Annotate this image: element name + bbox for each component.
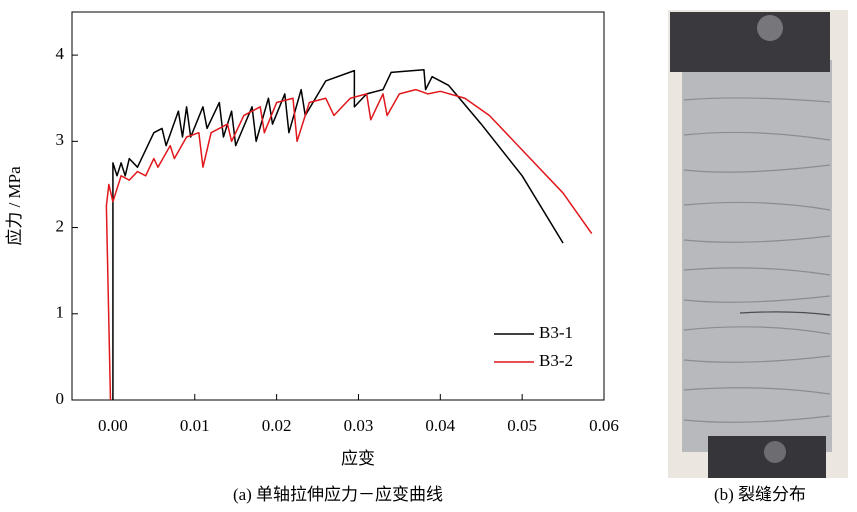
x-tick-label: 0.02 <box>262 416 292 435</box>
y-tick-label: 3 <box>56 130 65 149</box>
legend-label: B3-1 <box>539 323 573 342</box>
series-line <box>112 69 564 400</box>
x-tick-label: 0.00 <box>98 416 128 435</box>
y-tick-label: 1 <box>56 303 65 322</box>
photo-caption: (b) 裂缝分布 <box>714 485 806 504</box>
y-axis-label: 应力 / MPa <box>5 166 24 246</box>
x-tick-label: 0.06 <box>589 416 619 435</box>
legend-label: B3-2 <box>539 351 573 370</box>
y-tick-label: 2 <box>56 216 65 235</box>
y-tick-label: 4 <box>56 44 65 63</box>
x-tick-label: 0.03 <box>344 416 374 435</box>
plot-frame <box>71 11 605 401</box>
y-tick-label: 0 <box>56 389 65 408</box>
specimen-photo <box>668 10 848 478</box>
x-axis-label: 应变 <box>341 449 375 468</box>
series-line <box>105 88 593 401</box>
x-tick-label: 0.05 <box>507 416 537 435</box>
chart-caption: (a) 单轴拉伸应力－应变曲线 <box>233 485 443 504</box>
x-tick-label: 0.04 <box>425 416 455 435</box>
x-tick-label: 0.01 <box>180 416 210 435</box>
